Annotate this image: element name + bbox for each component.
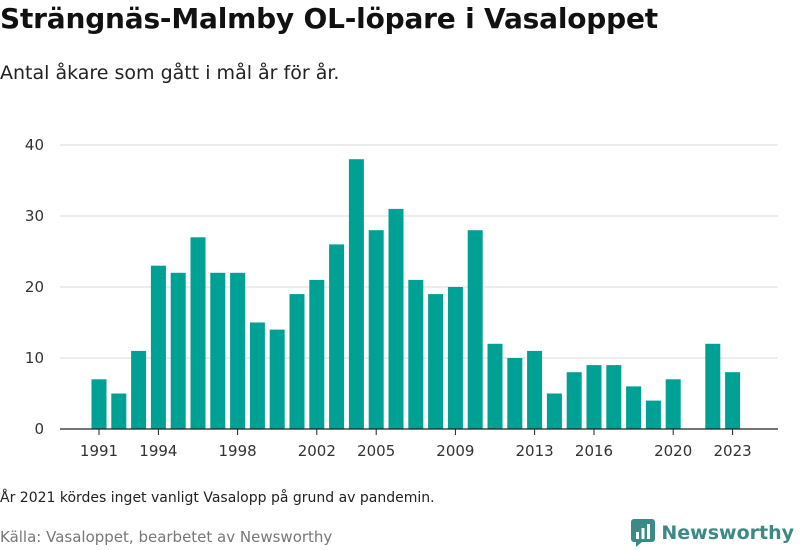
bar-2004 bbox=[348, 159, 364, 429]
bar-chart: 0 10 20 30 40 1991 1994 1998 2002 2005 2009 2013 20… bbox=[25, 136, 778, 460]
bar-2002 bbox=[309, 279, 325, 429]
x-axis-ticks: 1991 1994 1998 2002 2005 2009 2013 2016 2020 2023 bbox=[80, 429, 752, 460]
bar-chart-logo-icon bbox=[631, 519, 656, 547]
logo-text: Newsworthy bbox=[661, 522, 794, 544]
y-tick-label: 0 bbox=[34, 420, 44, 438]
bar-1999 bbox=[249, 322, 265, 429]
bar-1993 bbox=[131, 350, 147, 429]
bar-2008 bbox=[428, 294, 444, 429]
bar-1997 bbox=[210, 272, 226, 429]
x-tick-label: 1998 bbox=[219, 442, 257, 460]
footnote: År 2021 kördes inget vanligt Vasalopp på… bbox=[0, 490, 435, 506]
bar-2000 bbox=[269, 329, 285, 429]
y-tick-label: 10 bbox=[25, 349, 44, 367]
x-tick-label: 1991 bbox=[80, 442, 118, 460]
y-tick-label: 20 bbox=[25, 278, 44, 296]
bar-2016 bbox=[586, 365, 602, 429]
bar-1992 bbox=[111, 393, 127, 429]
y-tick-label: 40 bbox=[25, 136, 44, 154]
bars bbox=[91, 159, 741, 429]
source-text: Källa: Vasaloppet, bearbetet av Newswort… bbox=[0, 528, 333, 546]
bar-2023 bbox=[725, 372, 741, 429]
chart-title: Strängnäs-Malmby OL-löpare i Vasaloppet bbox=[0, 2, 658, 35]
bar-2009 bbox=[447, 287, 463, 429]
bar-2011 bbox=[487, 343, 503, 429]
bar-2015 bbox=[566, 372, 582, 429]
bar-2018 bbox=[626, 386, 642, 429]
y-axis-ticks: 0 10 20 30 40 bbox=[25, 136, 44, 438]
x-tick-label: 2005 bbox=[357, 442, 395, 460]
x-tick-label: 2020 bbox=[654, 442, 692, 460]
bar-2020 bbox=[665, 379, 681, 429]
x-tick-label: 1994 bbox=[139, 442, 177, 460]
bar-1994 bbox=[150, 265, 166, 429]
chart-subtitle: Antal åkare som gått i mål år för år. bbox=[0, 62, 340, 84]
bar-2014 bbox=[546, 393, 562, 429]
bar-2013 bbox=[527, 350, 543, 429]
bar-1995 bbox=[170, 272, 186, 429]
x-tick-label: 2002 bbox=[298, 442, 336, 460]
bar-2019 bbox=[645, 400, 661, 429]
bar-1998 bbox=[230, 272, 246, 429]
bar-1991 bbox=[91, 379, 107, 429]
bar-2001 bbox=[289, 294, 305, 429]
bar-2010 bbox=[467, 230, 483, 429]
x-tick-label: 2013 bbox=[516, 442, 554, 460]
bar-2012 bbox=[507, 358, 523, 429]
bar-2005 bbox=[368, 230, 384, 429]
x-tick-label: 2009 bbox=[436, 442, 474, 460]
bar-1996 bbox=[190, 237, 206, 429]
y-tick-label: 30 bbox=[25, 207, 44, 225]
bar-2007 bbox=[408, 279, 424, 429]
x-tick-label: 2016 bbox=[575, 442, 613, 460]
bar-2022 bbox=[705, 343, 721, 429]
bar-2003 bbox=[329, 244, 345, 429]
bar-2017 bbox=[606, 365, 622, 429]
x-tick-label: 2023 bbox=[714, 442, 752, 460]
bar-2006 bbox=[388, 208, 404, 429]
newsworthy-logo: Newsworthy bbox=[631, 519, 794, 547]
